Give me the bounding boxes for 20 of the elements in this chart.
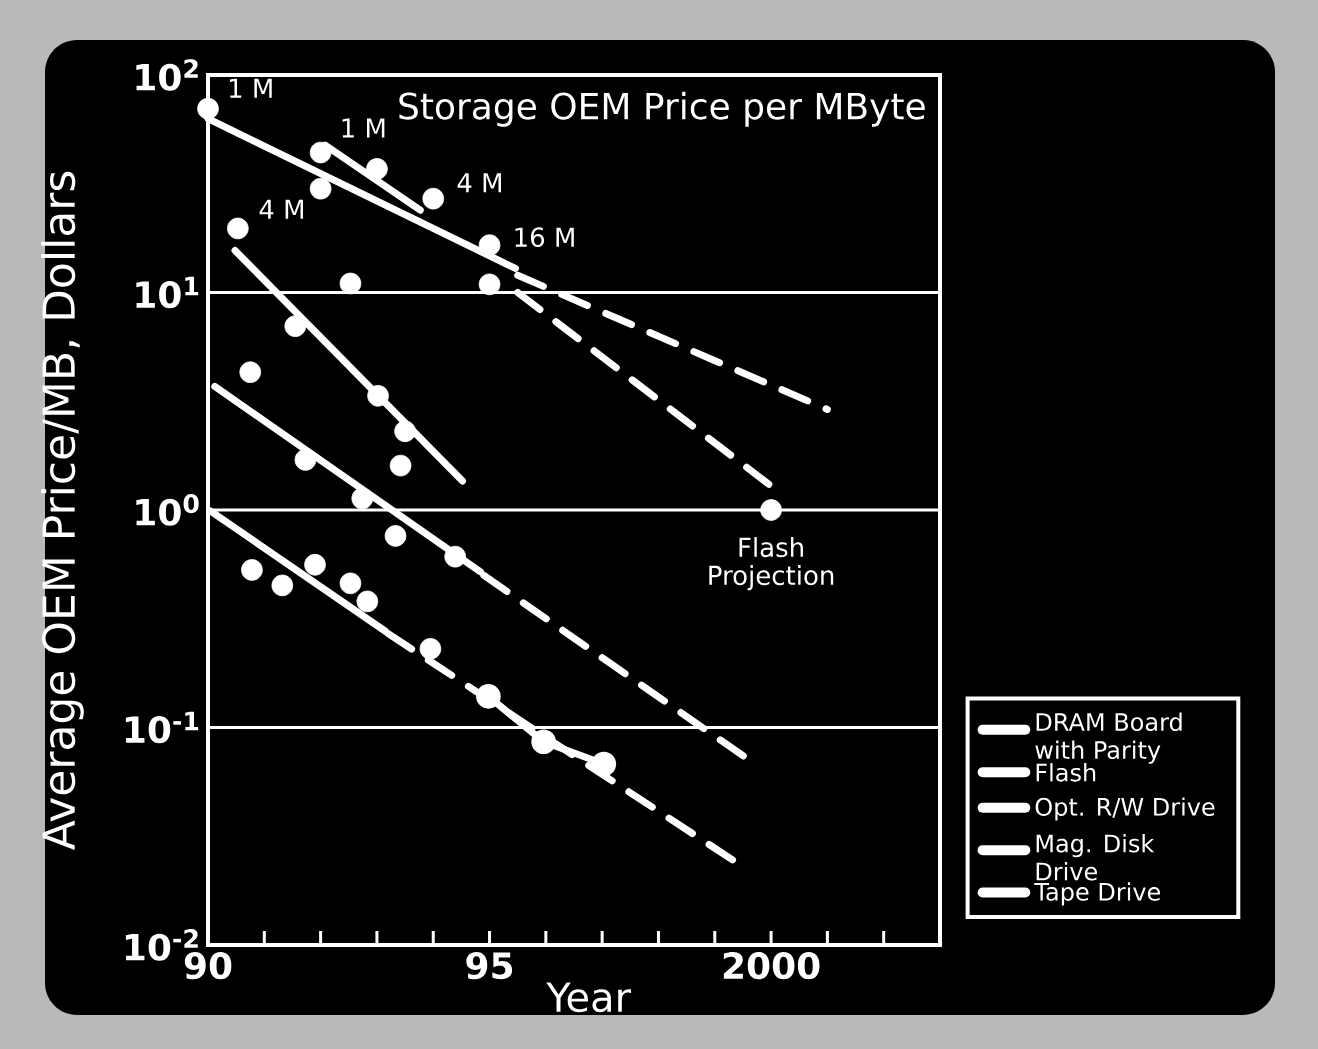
chart-title: Storage OEM Price per MByte <box>399 91 925 127</box>
annotation: 16 M <box>515 227 574 248</box>
legend-label: Flash <box>1036 763 1096 782</box>
annotation: 4 M <box>259 199 303 219</box>
annotation: 4 M <box>457 173 501 193</box>
legend-label: Mag. Disk Drive <box>1036 834 1155 881</box>
annotation: 1 M <box>229 78 272 98</box>
x-tick-label: 2000 <box>723 952 820 980</box>
y-tick-label: 10$^{0}$ <box>136 494 199 526</box>
x-tick-label: 95 <box>466 952 513 980</box>
legend-label: DRAM Board with Parity <box>1035 712 1182 764</box>
y-tick-label: 10$^{2}$ <box>136 59 198 91</box>
annotation: Flash Projection <box>709 537 834 591</box>
legend-label: Tape Drive <box>1034 882 1161 906</box>
y-tick-label: 10$^{1}$ <box>136 276 199 309</box>
y-axis-title: Average OEM Price/MB, Dollars <box>41 171 84 850</box>
y-tick-label: 10$^{-1}$ <box>125 711 199 744</box>
annotation: 1 M <box>342 118 385 138</box>
legend-label: Opt. R/W Drive <box>1035 797 1215 821</box>
x-axis-title: Year <box>546 982 632 1013</box>
